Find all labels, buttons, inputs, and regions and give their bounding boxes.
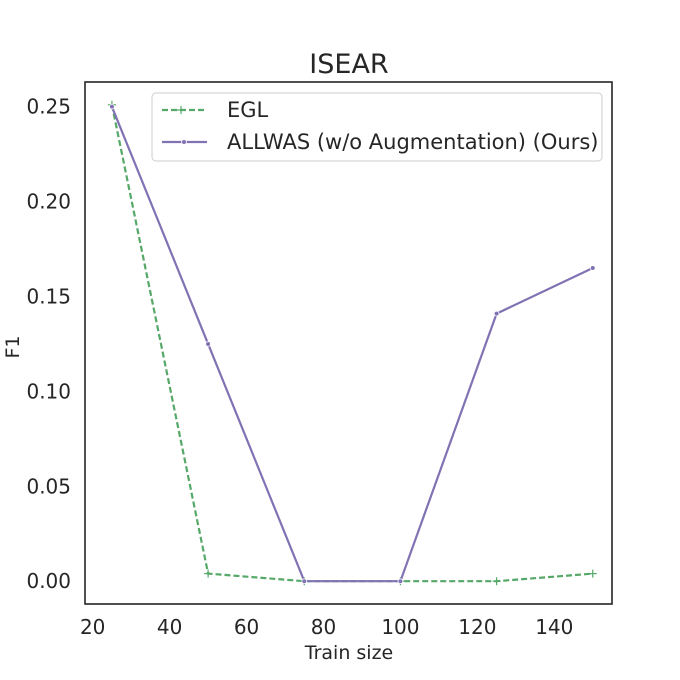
x-tick-label: 80 <box>311 615 336 639</box>
x-tick-label: 60 <box>234 615 259 639</box>
series-line <box>110 104 593 583</box>
data-point <box>301 578 308 585</box>
data-point <box>589 265 596 271</box>
plot-area <box>107 100 597 586</box>
legend-label: EGL <box>227 98 269 122</box>
legend-box <box>151 92 603 162</box>
chart-title: ISEAR <box>309 49 388 80</box>
x-tick-label: 40 <box>157 615 182 639</box>
legend-entry: ALLWAS (w/o Augmentation) (Ours) <box>162 130 598 154</box>
data-point <box>204 569 213 578</box>
x-tick-label: 140 <box>535 615 573 639</box>
data-point <box>493 310 500 317</box>
data-point <box>205 341 211 347</box>
data-point <box>588 569 597 578</box>
data-point <box>492 577 501 586</box>
x-axis-label: Train size <box>304 642 393 664</box>
series-allwas <box>109 103 596 585</box>
x-tick-label: 100 <box>381 615 419 639</box>
data-point <box>397 578 404 585</box>
legend-label: ALLWAS (w/o Augmentation) (Ours) <box>227 130 598 154</box>
y-tick-label: 0.20 <box>26 190 71 214</box>
data-point <box>109 103 115 110</box>
plot-frame <box>84 81 613 605</box>
y-tick-label: 0.15 <box>26 284 71 308</box>
x-tick-label: 20 <box>80 615 105 639</box>
legend: EGL ALLWAS (w/o Augmentation) (Ours) <box>151 92 603 162</box>
series-egl <box>107 100 597 586</box>
x-tick-label: 120 <box>458 615 496 639</box>
y-tick-label: 0.05 <box>26 474 71 498</box>
y-tick-label: 0.25 <box>26 95 71 119</box>
x-axis-ticks: 20 40 60 80 100 120 140 <box>80 615 573 639</box>
y-tick-label: 0.10 <box>26 379 71 403</box>
legend-entry: EGL <box>162 98 269 122</box>
y-tick-label: 0.00 <box>26 569 71 593</box>
y-axis-ticks: 0.00 0.05 0.10 0.15 0.20 0.25 <box>26 95 71 594</box>
series-line <box>110 106 594 583</box>
y-axis-label: F1 <box>2 335 24 358</box>
